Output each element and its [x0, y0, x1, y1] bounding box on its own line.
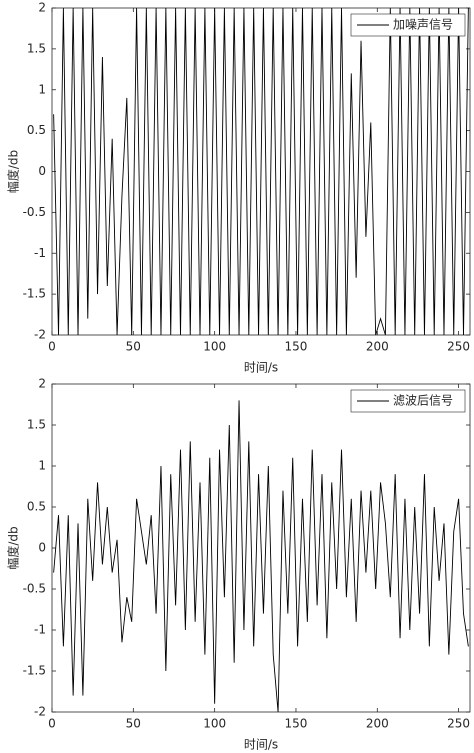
legend-label: 滤波后信号	[393, 394, 453, 408]
y-tick-label: 2	[38, 1, 46, 15]
y-tick-label: -0.5	[23, 205, 46, 219]
x-tick-label: 250	[447, 340, 470, 354]
y-tick-label: 1	[38, 82, 46, 96]
x-tick-label: 50	[126, 340, 141, 354]
y-tick-label: 0.5	[27, 500, 46, 514]
series-line	[53, 400, 469, 712]
subplot: 0 50 100 150 200 250 -2 -1.5 -1 -0.5 0 0.5 1 1.5 2 时间/s…	[6, 377, 471, 752]
y-tick-label: 0.5	[27, 123, 46, 137]
subplot: 0 50 100 150 200 250 -2 -1.5 -1 -0.5 0 0.5 1 1.5 2 时间/s…	[6, 1, 471, 375]
legend-box	[350, 13, 466, 37]
y-tick-label: -2	[34, 328, 46, 342]
y-tick-label: -1.5	[23, 287, 46, 301]
y-tick-label: -0.5	[23, 582, 46, 596]
x-axis-label: 时间/s	[244, 361, 278, 375]
legend: 加噪声信号	[350, 13, 466, 37]
x-tick-label: 250	[447, 717, 470, 731]
x-tick-label: 50	[126, 717, 141, 731]
y-tick-label: 1	[38, 459, 46, 473]
y-tick-label: -1	[34, 246, 46, 260]
y-tick-label: -2	[34, 705, 46, 719]
legend-label: 加噪声信号	[393, 18, 453, 32]
legend-box	[350, 389, 466, 413]
y-tick-label: 0	[38, 541, 46, 555]
y-axis-label: 幅度/db	[6, 150, 21, 193]
y-axis-label: 幅度/db	[6, 526, 21, 569]
x-tick-label: 200	[366, 340, 389, 354]
x-tick-label: 100	[203, 717, 226, 731]
x-tick-label: 100	[203, 340, 226, 354]
x-tick-label: 150	[285, 717, 308, 731]
y-tick-label: 0	[38, 164, 46, 178]
x-axis-label: 时间/s	[244, 738, 278, 752]
x-tick-label: 0	[48, 340, 56, 354]
x-tick-label: 0	[48, 717, 56, 731]
x-tick-label: 200	[366, 717, 389, 731]
y-tick-label: -1.5	[23, 664, 46, 678]
legend: 滤波后信号	[350, 389, 466, 413]
series-line	[53, 8, 469, 335]
y-tick-label: -1	[34, 623, 46, 637]
y-tick-label: 2	[38, 377, 46, 391]
x-tick-label: 150	[285, 340, 308, 354]
y-tick-label: 1.5	[27, 41, 46, 55]
y-tick-label: 1.5	[27, 418, 46, 432]
